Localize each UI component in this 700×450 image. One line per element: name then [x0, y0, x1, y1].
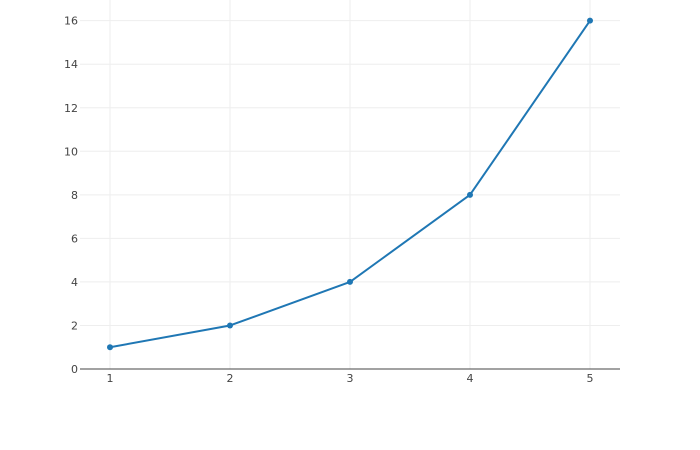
x-tick-label: 2 [227, 372, 234, 385]
y-tick-label: 6 [71, 232, 78, 245]
data-point[interactable] [587, 17, 593, 24]
series [107, 17, 593, 351]
x-tick-label: 5 [587, 372, 594, 385]
data-point[interactable] [107, 344, 113, 351]
data-point[interactable] [347, 278, 353, 285]
y-tick-label: 12 [64, 102, 78, 115]
y-tick-label: 14 [64, 58, 78, 71]
x-tick-label: 4 [467, 372, 474, 385]
y-tick-label: 0 [71, 363, 78, 376]
data-point[interactable] [467, 191, 473, 198]
x-tick-label: 1 [107, 372, 114, 385]
gridlines [80, 0, 620, 369]
x-tick-label: 3 [347, 372, 354, 385]
data-point[interactable] [227, 322, 233, 329]
y-tick-label: 8 [71, 189, 78, 202]
y-tick-label: 4 [71, 276, 78, 289]
y-tick-label: 10 [64, 145, 78, 158]
y-tick-label: 2 [71, 319, 78, 332]
y-tick-label: 16 [64, 15, 78, 28]
